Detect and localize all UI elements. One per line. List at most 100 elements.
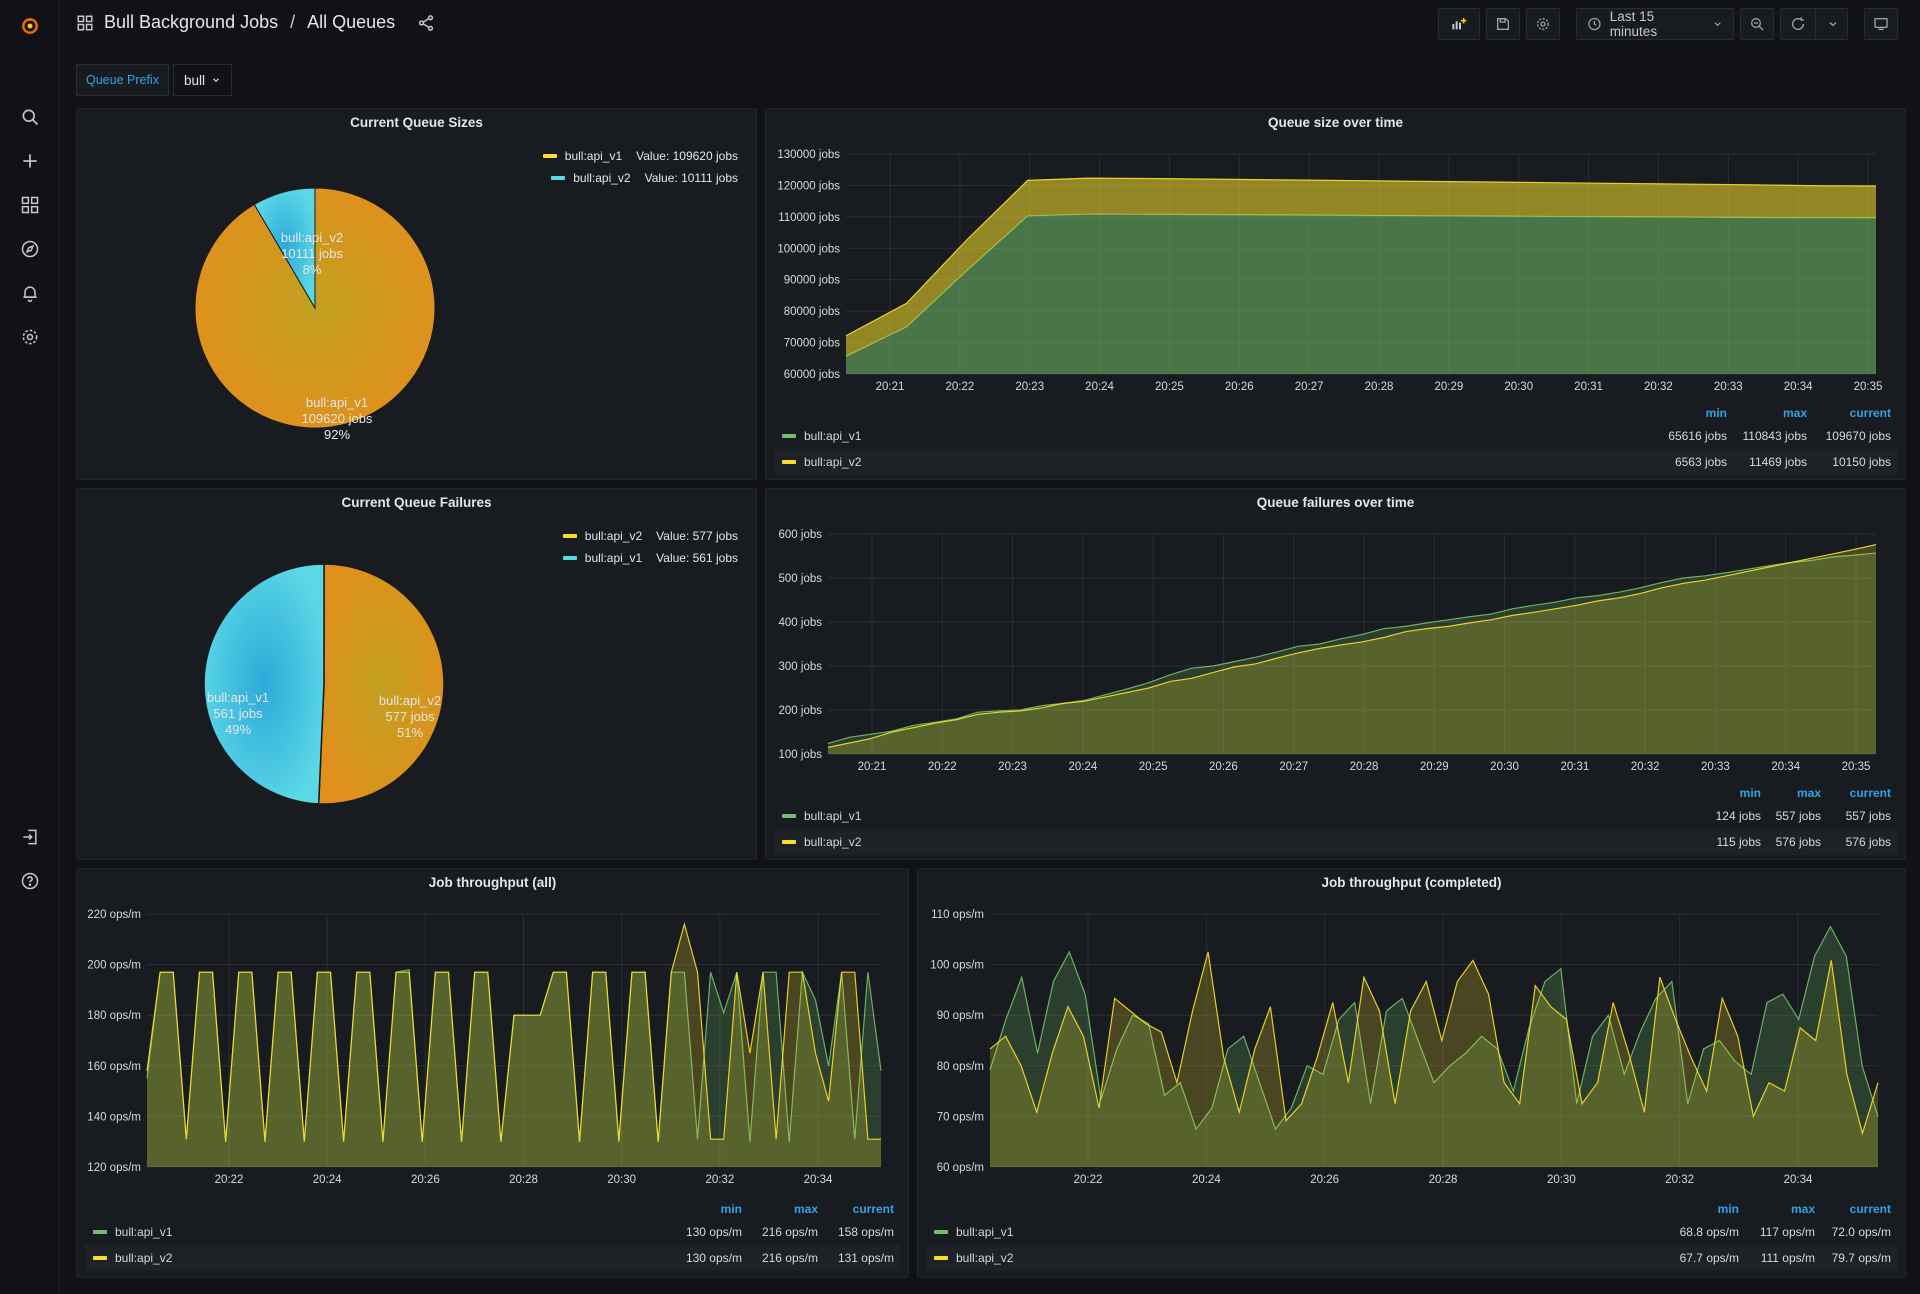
- add-panel-button[interactable]: [1438, 8, 1480, 40]
- panel-title[interactable]: Job throughput (all): [428, 875, 557, 890]
- help-icon[interactable]: [18, 869, 42, 893]
- x-tick-label: 20:24: [1085, 381, 1114, 393]
- time-range-picker[interactable]: Last 15 minutes: [1576, 8, 1734, 40]
- queue-prefix-select[interactable]: bull: [172, 64, 232, 96]
- x-tick-label: 20:32: [1644, 381, 1673, 393]
- pie-chart: bull:api_v2 10111 jobs 8% bull:api_v1 10…: [194, 187, 436, 442]
- panel-job-throughput-completed[interactable]: Job throughput (completed) 60 ops/m 70 op…: [917, 868, 1906, 1278]
- legend-row[interactable]: bull:api_v2 67.7 ops/m 111 ops/m 79.7 ops/m: [926, 1245, 1897, 1271]
- panel-title[interactable]: Queue failures over time: [1256, 495, 1415, 510]
- panel-title[interactable]: Current Queue Failures: [341, 495, 492, 510]
- legend-row[interactable]: bull:api_v1 65616 jobs 110843 jobs 109670 j…: [774, 423, 1897, 449]
- series-line: [827, 543, 1877, 748]
- legend-col-max[interactable]: max: [793, 1202, 818, 1216]
- refresh-icon: [1792, 17, 1805, 30]
- add-panel-icon: [1452, 18, 1467, 30]
- legend-current: 131 ops/m: [837, 1251, 894, 1265]
- panel-current-queue-failures[interactable]: Current Queue Failures bull:api_v2 Value:…: [76, 488, 757, 860]
- legend-min: 67.7 ops/m: [1679, 1251, 1739, 1265]
- y-tick-label: 80000 jobs: [784, 306, 841, 318]
- legend-row[interactable]: bull:api_v1 130 ops/m 216 ops/m 158 ops/m: [85, 1219, 900, 1245]
- legend-col-min[interactable]: min: [720, 1202, 742, 1216]
- save-dashboard-button[interactable]: [1486, 8, 1520, 40]
- legend-max: 110843 jobs: [1742, 429, 1808, 443]
- grafana-logo-icon[interactable]: [18, 14, 42, 38]
- legend-col-current[interactable]: current: [1849, 406, 1891, 420]
- slice-label-pct: 8%: [303, 262, 322, 277]
- legend-max: 11469 jobs: [1749, 455, 1807, 469]
- legend-min: 130 ops/m: [685, 1225, 742, 1239]
- panel-title[interactable]: Job throughput (completed): [1321, 875, 1502, 890]
- settings-gear-icon[interactable]: [18, 325, 42, 349]
- legend-row[interactable]: bull:api_v1 124 jobs 557 jobs 557 jobs: [774, 803, 1897, 829]
- series-area: [990, 951, 1878, 1167]
- y-tick-label: 110 ops/m: [931, 909, 984, 921]
- alerting-bell-icon[interactable]: [18, 281, 42, 305]
- x-tick-label: 20:22: [945, 381, 974, 393]
- area-chart: 60000 jobs 70000 jobs 80000 jobs 90000 jobs…: [777, 149, 1883, 393]
- legend-item[interactable]: bull:api_v2 Value: 577 jobs: [562, 525, 738, 547]
- x-tick-label: 20:33: [1714, 381, 1743, 393]
- line-chart: 120 ops/m 140 ops/m 160 ops/m 180 ops/m 200 …: [87, 909, 882, 1186]
- plus-icon[interactable]: [18, 149, 42, 173]
- panel-queue-size-over-time[interactable]: Queue size over time 60000 jobs 70000 job…: [765, 108, 1906, 480]
- legend-col-min[interactable]: min: [1739, 786, 1761, 800]
- panel-current-queue-sizes[interactable]: Current Queue Sizes bull:api_v1 Value: 10…: [76, 108, 757, 480]
- legend-item[interactable]: bull:api_v1 Value: 561 jobs: [562, 547, 738, 569]
- x-tick-label: 20:24: [1068, 761, 1097, 773]
- legend-swatch: [551, 176, 566, 180]
- legend-col-current[interactable]: current: [1849, 786, 1891, 800]
- x-tick-label: 20:22: [1074, 1174, 1103, 1186]
- legend-col-max[interactable]: max: [1782, 406, 1807, 420]
- legend-item[interactable]: bull:api_v2 Value: 10111 jobs: [543, 167, 738, 189]
- slice-label-name: bull:api_v2: [379, 693, 441, 708]
- folder-title[interactable]: Bull Background Jobs: [104, 12, 279, 32]
- sign-in-icon[interactable]: [18, 825, 42, 849]
- legend-value: Value: 10111 jobs: [644, 171, 738, 185]
- legend-header: min max current: [774, 783, 1897, 803]
- panel-job-throughput-all[interactable]: Job throughput (all) 120 ops/m 140 ops/m 1…: [76, 868, 909, 1278]
- legend-col-current[interactable]: current: [852, 1202, 894, 1216]
- legend-row[interactable]: bull:api_v2 6563 jobs 11469 jobs 10150 jobs: [774, 449, 1897, 475]
- y-tick-label: 70000 jobs: [784, 338, 841, 350]
- legend-row[interactable]: bull:api_v2 130 ops/m 216 ops/m 131 ops/m: [85, 1245, 900, 1271]
- legend-col-max[interactable]: max: [1796, 786, 1821, 800]
- search-icon[interactable]: [18, 105, 42, 129]
- legend-col-max[interactable]: max: [1790, 1202, 1815, 1216]
- series-area: [846, 214, 1876, 374]
- share-icon[interactable]: [417, 14, 435, 32]
- zoom-out-button[interactable]: [1740, 8, 1774, 40]
- legend-col-min[interactable]: min: [1705, 406, 1727, 420]
- x-tick-label: 20:26: [1310, 1174, 1339, 1186]
- panel-queue-failures-over-time[interactable]: Queue failures over time 100 jobs 200 job…: [765, 488, 1906, 860]
- slice-label-name: bull:api_v2: [281, 230, 343, 245]
- dashboard-settings-button[interactable]: [1526, 8, 1560, 40]
- x-tick-label: 20:35: [1854, 381, 1883, 393]
- panel-title[interactable]: Queue size over time: [1267, 115, 1404, 130]
- legend-item[interactable]: bull:api_v1 Value: 109620 jobs: [542, 145, 738, 167]
- explore-compass-icon[interactable]: [18, 237, 42, 261]
- x-tick-label: 20:30: [1490, 761, 1519, 773]
- legend-table: min max current bull:api_v1 130 ops/m 216 op…: [85, 1199, 900, 1271]
- y-tick-label: 220 ops/m: [87, 909, 141, 921]
- legend-swatch: [934, 1256, 948, 1260]
- y-tick-label: 120 ops/m: [87, 1162, 141, 1174]
- legend-col-current[interactable]: current: [1849, 1202, 1891, 1216]
- dashboard-title[interactable]: All Queues: [307, 12, 396, 32]
- clock-icon: [1588, 17, 1601, 31]
- x-tick-label: 20:30: [607, 1174, 636, 1186]
- legend-col-min[interactable]: min: [1717, 1202, 1739, 1216]
- series-area: [828, 544, 1876, 754]
- x-tick-label: 20:30: [1504, 381, 1533, 393]
- legend-row[interactable]: bull:api_v1 68.8 ops/m 117 ops/m 72.0 ops/m: [926, 1219, 1897, 1245]
- slice-label-jobs: 109620 jobs: [302, 411, 373, 426]
- dashboards-icon[interactable]: [18, 193, 42, 217]
- tv-mode-button[interactable]: [1864, 8, 1898, 40]
- refresh-button[interactable]: [1780, 8, 1848, 40]
- panel-title[interactable]: Current Queue Sizes: [350, 115, 483, 130]
- legend-row[interactable]: bull:api_v2 115 jobs 576 jobs 576 jobs: [774, 829, 1897, 855]
- legend-min: 6563 jobs: [1674, 455, 1727, 469]
- refresh-interval-chevron-icon[interactable]: [1827, 18, 1839, 30]
- pie-slice-api-v2: [317, 563, 445, 805]
- pie-legend: bull:api_v2 Value: 577 jobs bull:api_v1 Va…: [562, 525, 738, 569]
